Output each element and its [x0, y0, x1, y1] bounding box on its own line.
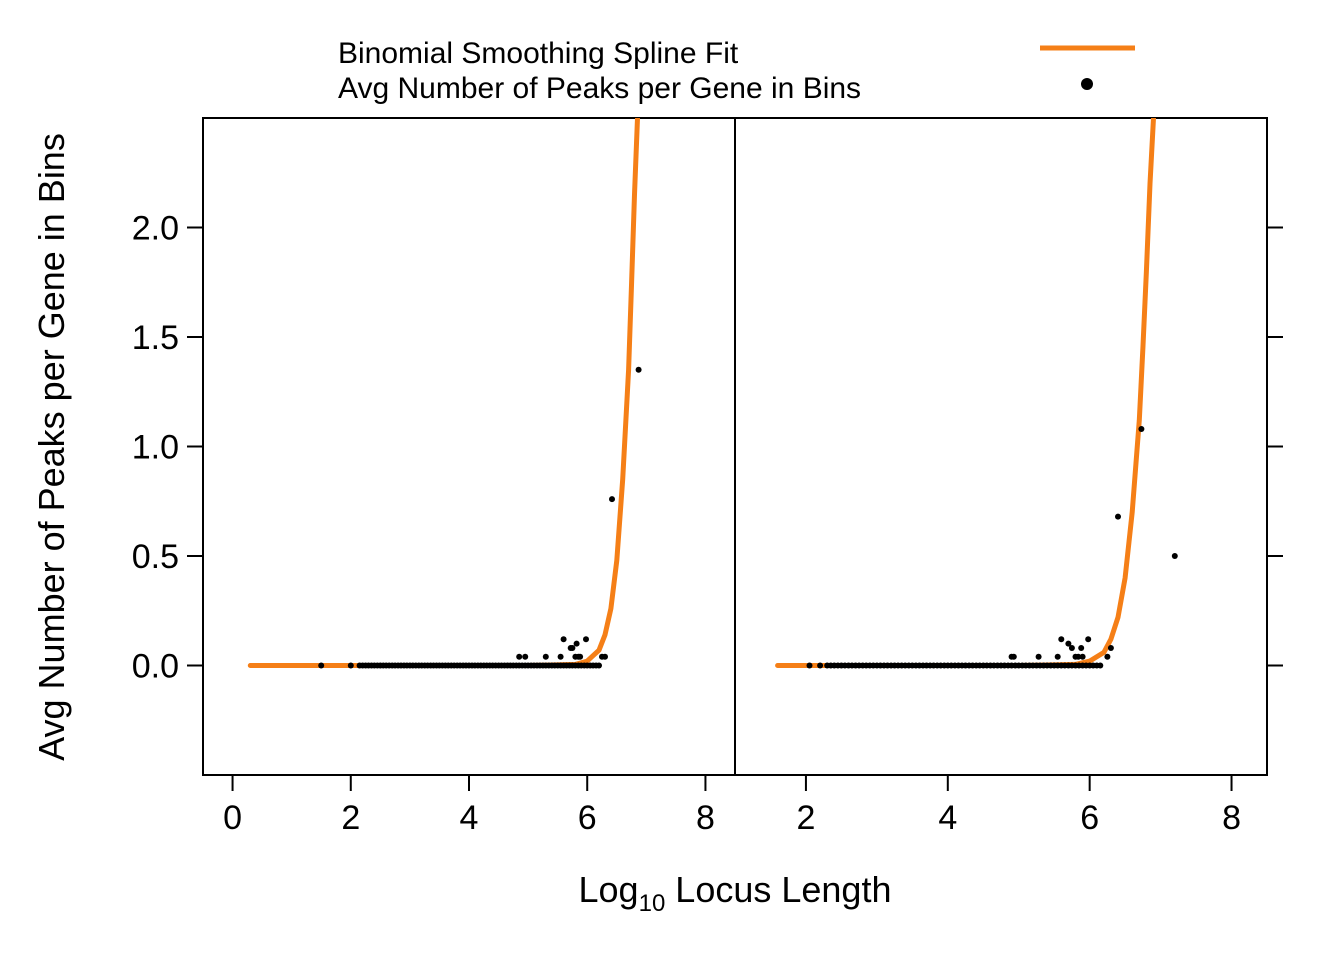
data-point: [1010, 653, 1017, 660]
data-point: [522, 653, 529, 660]
data-point: [577, 653, 584, 660]
data-point: [542, 653, 549, 660]
data-point: [1068, 645, 1075, 651]
x-axis-label: Log10 Locus Length: [579, 869, 892, 917]
x-tick-label: 0: [223, 799, 242, 837]
legend: Binomial Smoothing Spline Fit Avg Number…: [338, 37, 1135, 105]
data-point: [1107, 645, 1114, 651]
panel-2: 2 4 6 8: [734, 117, 1283, 837]
y-tick-label: 0.0: [132, 648, 179, 686]
data-point: [318, 662, 325, 669]
data-point: [596, 662, 602, 669]
data-point: [1104, 653, 1111, 660]
legend-swatch-points: [1081, 78, 1093, 90]
data-point: [573, 640, 580, 647]
data-point: [806, 662, 813, 669]
x-tick-label: 6: [1080, 799, 1099, 837]
y-axis-label: Avg Number of Peaks per Gene in Bins: [31, 133, 72, 761]
legend-label-points: Avg Number of Peaks per Gene in Bins: [338, 72, 861, 105]
data-point: [1115, 513, 1121, 520]
panel-frame: [734, 117, 1268, 776]
data-point: [1058, 636, 1065, 643]
panel-frame: [202, 117, 736, 776]
x-tick-label: 8: [696, 799, 715, 837]
data-point: [560, 636, 567, 643]
data-point: [609, 496, 615, 503]
data-point: [635, 366, 642, 373]
plot-panels: 0 2 4 6 8 0.0 0.5 1.0 1.5 2.0 2 4 6 8: [132, 117, 1283, 837]
y-tick-label: 0.5: [132, 538, 179, 576]
y-tick-label: 2.0: [132, 210, 179, 248]
data-point: [1171, 553, 1178, 559]
y-tick-label: 1.5: [132, 319, 179, 357]
y-tick-label: 1.0: [132, 429, 179, 467]
data-point: [1075, 653, 1082, 660]
data-point: [583, 636, 589, 643]
x-tick-label: 8: [1222, 799, 1241, 837]
data-point: [1138, 426, 1145, 432]
fit-line: [247, 118, 641, 668]
data-point: [1065, 640, 1072, 647]
x-tick-label: 2: [341, 799, 360, 837]
x-tick-label: 2: [796, 799, 815, 837]
x-tick-label: 4: [460, 799, 479, 837]
fit-line: [775, 118, 1157, 668]
data-point: [1078, 645, 1085, 651]
data-point: [1085, 636, 1092, 643]
data-point: [602, 653, 608, 660]
data-point: [569, 645, 576, 651]
data-point: [557, 653, 564, 660]
data-point: [1097, 662, 1104, 669]
data-point: [347, 662, 354, 669]
panel-1: 0 2 4 6 8 0.0 0.5 1.0 1.5 2.0: [132, 117, 736, 837]
data-point: [1054, 653, 1061, 660]
data-point: [1035, 653, 1042, 660]
data-point: [1079, 653, 1086, 660]
x-axis-label-subscript: 10: [639, 890, 666, 917]
data-point: [516, 653, 523, 660]
x-tick-label: 4: [938, 799, 957, 837]
data-point: [817, 662, 824, 669]
legend-label-fit: Binomial Smoothing Spline Fit: [338, 37, 739, 70]
x-tick-label: 6: [578, 799, 597, 837]
